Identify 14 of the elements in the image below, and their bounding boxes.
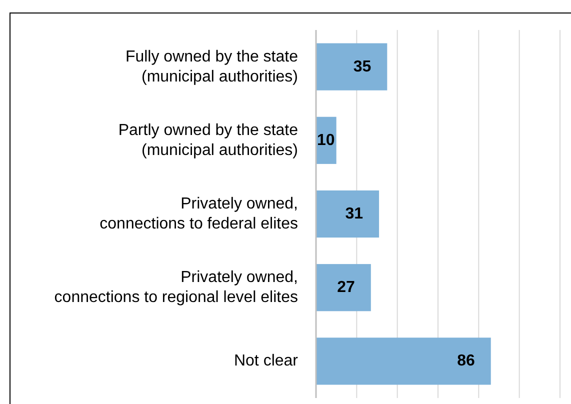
bar xyxy=(316,264,371,312)
y-tick-label: Partly owned by the state (municipal authorities) xyxy=(118,122,298,159)
data-label: 31 xyxy=(345,206,364,222)
data-label: 27 xyxy=(337,279,355,296)
bar xyxy=(316,190,380,238)
y-tick-label: Privately owned, connections to federal elites xyxy=(100,196,298,232)
data-label: 35 xyxy=(353,58,372,76)
y-tick-label: Privately owned, connections to regional level elites xyxy=(54,269,298,306)
y-tick-label: Fully owned by the state (municipal authorities) xyxy=(125,48,298,86)
data-label: 10 xyxy=(317,132,335,149)
bar xyxy=(316,43,388,90)
bar xyxy=(316,338,491,385)
data-label: 86 xyxy=(457,352,475,370)
y-tick-label: Not clear xyxy=(234,352,299,370)
